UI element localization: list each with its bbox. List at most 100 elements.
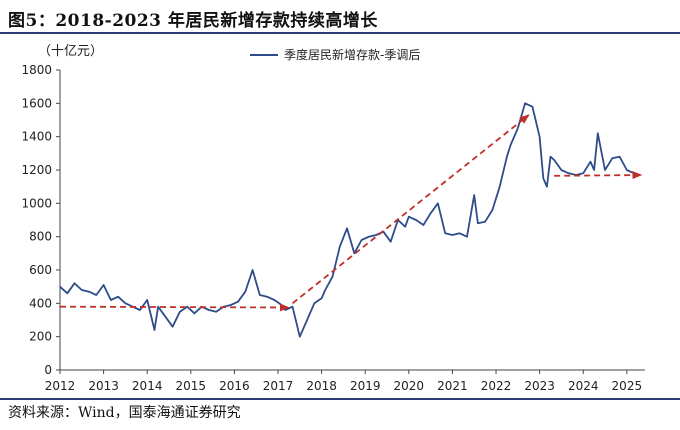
data-point [324,289,326,291]
data-point [589,161,592,163]
x-tick-label: 2014 [132,379,163,393]
data-point [164,316,166,318]
data-point [146,299,148,301]
data-point [244,291,246,293]
data-point [81,289,83,291]
data-point [531,106,533,108]
trend-arrow [291,114,530,305]
data-point [611,157,613,159]
data-point [546,186,548,188]
data-point [408,216,410,218]
data-point [582,172,584,174]
data-point [346,227,348,229]
data-point [153,329,156,331]
data-point [103,284,105,286]
data-point [539,136,541,138]
data-point [368,236,370,238]
data-point [66,292,68,294]
line-chart: 0 200 400 600 800 1000 1200 1400 1600 1800 2012 201… [21,63,645,393]
data-point [339,246,341,248]
data-point [568,172,570,174]
data-point [273,299,275,301]
data-point [415,219,417,221]
data-point [251,269,254,271]
data-point [542,177,544,179]
data-point [506,156,508,158]
data-point [375,234,377,236]
data-point [186,306,188,308]
data-point [451,234,454,236]
data-point [560,169,563,171]
x-tick-label: 2015 [176,379,207,393]
x-tick-label: 2021 [437,379,468,393]
y-tick-label: 200 [29,330,52,344]
y-tick-label: 800 [29,230,52,244]
data-point [618,156,621,158]
y-tick-label: 1600 [21,96,52,110]
y-tick-label: 1200 [21,163,52,177]
y-tick-label: 600 [29,263,52,277]
data-point [306,319,308,321]
data-point [124,302,127,304]
data-point [291,306,294,308]
data-point [157,306,159,308]
x-tick-label: 2020 [394,379,425,393]
figure-title: 图5：2018-2023 年居民新增存款持续高增长 [8,11,378,31]
legend: 季度居民新增存款-季调后 [250,46,420,63]
data-point [179,311,181,313]
data-point [215,311,217,313]
data-point [473,194,475,196]
footer-rule [0,398,680,400]
data-point [313,302,315,304]
series-line [59,102,635,338]
data-point [437,202,439,204]
data-point [230,304,232,306]
data-point [88,291,90,293]
data-point [73,282,76,284]
header-rule [0,0,680,34]
data-point [444,232,446,234]
data-point [237,301,239,303]
data-point [499,186,501,188]
data-point [597,132,599,134]
data-point [259,294,261,296]
data-point [509,144,512,146]
data-point [353,252,355,254]
data-point [466,236,468,238]
y-tick-label: 0 [44,363,52,377]
y-tick-label: 1400 [21,130,52,144]
x-tick-label: 2023 [524,379,555,393]
x-tick-label: 2018 [306,379,337,393]
data-point [477,222,479,224]
trend-arrow [59,303,290,312]
x-tick-label: 2025 [612,379,643,393]
y-tick-label: 400 [29,296,52,310]
data-point [299,336,301,338]
legend-label: 季度居民新增存款-季调后 [284,48,421,62]
data-point [491,209,493,211]
data-point [266,296,268,298]
data-point [110,299,112,301]
data-point [59,286,61,288]
x-tick-label: 2022 [481,379,512,393]
data-point [117,296,119,298]
x-tick-label: 2019 [350,379,381,393]
data-point [459,232,461,234]
data-point [172,326,174,328]
data-point [484,221,486,223]
data-point [604,169,606,171]
data-point [549,156,552,158]
data-point [517,127,519,129]
data-point [626,169,628,171]
data-point [321,297,323,299]
data-point [331,276,334,278]
data-point [422,224,424,226]
data-point [553,159,555,161]
trend-arrow [554,171,643,180]
data-point [95,294,97,296]
x-tick-label: 2024 [568,379,599,393]
data-point [524,102,526,104]
x-tick-label: 2016 [219,379,250,393]
data-point [404,226,406,228]
source-note: 资料来源：Wind，国泰海通证券研究 [8,405,241,421]
